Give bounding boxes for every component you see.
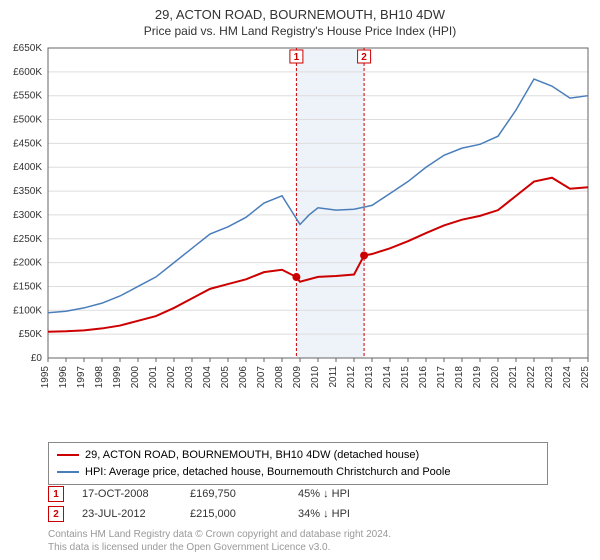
svg-text:2014: 2014 — [382, 366, 393, 389]
sales-table: 1 17-OCT-2008 £169,750 45% ↓ HPI 2 23-JU… — [48, 486, 548, 526]
svg-text:2004: 2004 — [202, 366, 213, 389]
svg-text:£50K: £50K — [19, 329, 43, 340]
svg-text:2018: 2018 — [454, 366, 465, 389]
svg-text:2015: 2015 — [400, 366, 411, 389]
footer-line-1: Contains HM Land Registry data © Crown c… — [48, 528, 391, 541]
svg-text:2007: 2007 — [256, 366, 267, 389]
legend-label-hpi: HPI: Average price, detached house, Bour… — [85, 464, 450, 481]
svg-text:2002: 2002 — [166, 366, 177, 389]
legend: 29, ACTON ROAD, BOURNEMOUTH, BH10 4DW (d… — [48, 442, 548, 485]
svg-text:2000: 2000 — [130, 366, 141, 389]
sale-date-2: 23-JUL-2012 — [82, 508, 172, 520]
svg-text:2006: 2006 — [238, 366, 249, 389]
sale-marker-2: 2 — [48, 506, 64, 522]
svg-text:2013: 2013 — [364, 366, 375, 389]
svg-text:£400K: £400K — [13, 162, 42, 173]
svg-text:£500K: £500K — [13, 115, 42, 126]
svg-text:1997: 1997 — [76, 366, 87, 389]
footer-line-2: This data is licensed under the Open Gov… — [48, 541, 391, 554]
svg-text:1999: 1999 — [112, 366, 123, 389]
sale-delta-2: 34% ↓ HPI — [298, 508, 388, 520]
svg-text:2021: 2021 — [508, 366, 519, 389]
svg-text:2001: 2001 — [148, 366, 159, 389]
price-chart: £0£50K£100K£150K£200K£250K£300K£350K£400… — [48, 48, 588, 398]
legend-label-property: 29, ACTON ROAD, BOURNEMOUTH, BH10 4DW (d… — [85, 447, 419, 464]
svg-text:£100K: £100K — [13, 305, 42, 316]
svg-text:2008: 2008 — [274, 366, 285, 389]
svg-text:2: 2 — [361, 52, 367, 63]
sale-price-1: £169,750 — [190, 488, 280, 500]
svg-text:2020: 2020 — [490, 366, 501, 389]
svg-text:2011: 2011 — [328, 366, 339, 388]
sale-delta-1: 45% ↓ HPI — [298, 488, 388, 500]
chart-title: 29, ACTON ROAD, BOURNEMOUTH, BH10 4DW — [0, 0, 600, 24]
legend-row-hpi: HPI: Average price, detached house, Bour… — [57, 464, 539, 481]
sale-row-1: 1 17-OCT-2008 £169,750 45% ↓ HPI — [48, 486, 548, 502]
footer: Contains HM Land Registry data © Crown c… — [48, 528, 391, 554]
legend-swatch-property — [57, 454, 79, 456]
svg-text:2016: 2016 — [418, 366, 429, 389]
svg-text:2019: 2019 — [472, 366, 483, 389]
legend-row-property: 29, ACTON ROAD, BOURNEMOUTH, BH10 4DW (d… — [57, 447, 539, 464]
svg-text:£450K: £450K — [13, 138, 42, 149]
sale-row-2: 2 23-JUL-2012 £215,000 34% ↓ HPI — [48, 506, 548, 522]
svg-text:£0: £0 — [31, 353, 43, 364]
legend-swatch-hpi — [57, 471, 79, 473]
chart-subtitle: Price paid vs. HM Land Registry's House … — [0, 24, 600, 42]
svg-text:1998: 1998 — [94, 366, 105, 389]
svg-text:1996: 1996 — [58, 366, 69, 389]
svg-text:1: 1 — [294, 52, 300, 63]
svg-text:1995: 1995 — [40, 366, 51, 389]
svg-text:2024: 2024 — [562, 366, 573, 389]
svg-text:£350K: £350K — [13, 186, 42, 197]
svg-text:2023: 2023 — [544, 366, 555, 389]
svg-text:2025: 2025 — [580, 366, 591, 389]
sale-date-1: 17-OCT-2008 — [82, 488, 172, 500]
svg-text:2005: 2005 — [220, 366, 231, 389]
svg-text:£250K: £250K — [13, 234, 42, 245]
svg-text:2022: 2022 — [526, 366, 537, 389]
svg-text:2017: 2017 — [436, 366, 447, 389]
chart-container: 29, ACTON ROAD, BOURNEMOUTH, BH10 4DW Pr… — [0, 0, 600, 560]
svg-text:2003: 2003 — [184, 366, 195, 389]
svg-text:£550K: £550K — [13, 91, 42, 102]
sale-marker-1: 1 — [48, 486, 64, 502]
sale-price-2: £215,000 — [190, 508, 280, 520]
svg-text:£200K: £200K — [13, 258, 42, 269]
svg-text:2012: 2012 — [346, 366, 357, 389]
svg-text:2009: 2009 — [292, 366, 303, 389]
svg-text:£300K: £300K — [13, 210, 42, 221]
svg-text:2010: 2010 — [310, 366, 321, 389]
svg-text:£150K: £150K — [13, 281, 42, 292]
svg-text:£600K: £600K — [13, 67, 42, 78]
svg-text:£650K: £650K — [13, 43, 42, 54]
